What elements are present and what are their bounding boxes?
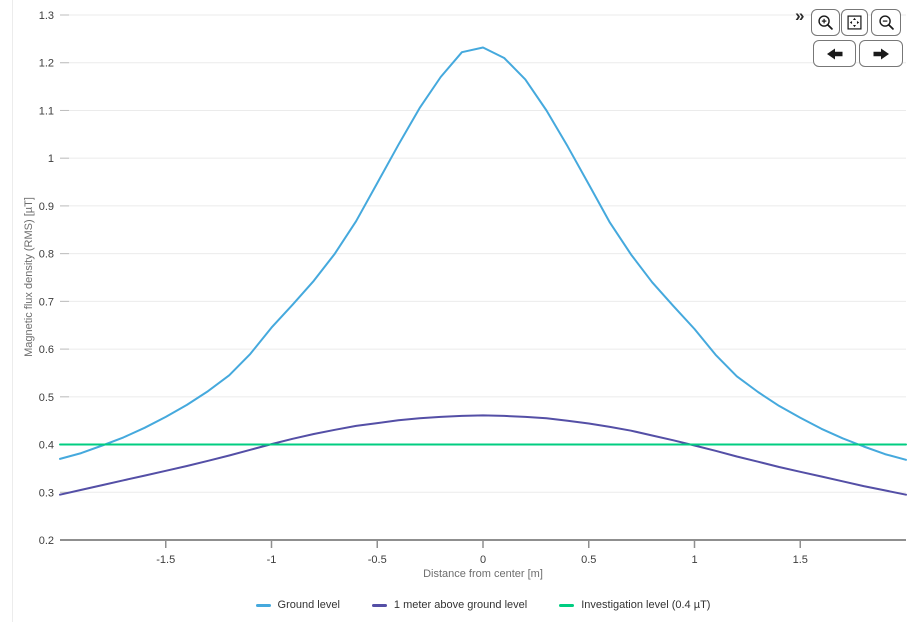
zoom-in-button[interactable] <box>811 9 840 36</box>
x-tick-label: 0 <box>480 554 486 566</box>
legend-swatch-above <box>371 603 387 607</box>
y-tick-label: 0.5 <box>39 392 54 404</box>
panel-left-border <box>12 0 13 622</box>
series-line-above <box>59 414 907 496</box>
x-tick-label: 1.5 <box>793 554 808 566</box>
arrow-left-icon <box>826 48 842 59</box>
legend-swatch-ground <box>255 603 271 607</box>
y-tick-label: 1 <box>48 153 54 165</box>
legend-label-ground: Ground level <box>277 599 340 611</box>
y-tick-label: 1.3 <box>39 10 54 22</box>
zoom-out-button[interactable] <box>871 9 901 36</box>
y-tick-label: 1.2 <box>39 58 54 70</box>
y-tick-label: 0.9 <box>39 201 54 213</box>
legend-label-investigation: Investigation level (0.4 µT) <box>581 599 711 611</box>
y-tick-label: 0.4 <box>39 440 54 452</box>
chart-legend: Ground level 1 meter above ground level In… <box>60 595 906 615</box>
x-tick-label: 1 <box>691 554 697 566</box>
y-tick-label: 0.8 <box>39 249 54 261</box>
zoom-extents-button[interactable] <box>841 9 868 36</box>
legend-item-investigation[interactable]: Investigation level (0.4 µT) <box>559 599 710 611</box>
y-tick-label: 0.6 <box>39 344 54 356</box>
magnifier-minus-icon <box>878 15 894 30</box>
pan-left-button[interactable] <box>813 40 856 67</box>
y-tick-label: 1.1 <box>39 105 54 117</box>
y-tick-label: 0.2 <box>39 535 54 547</box>
toolbar-expander-icon[interactable]: » <box>795 6 805 25</box>
y-axis-label: Magnetic flux density (RMS) [µT] <box>23 197 35 357</box>
x-axis-label: Distance from center [m] <box>423 568 543 580</box>
legend-item-ground[interactable]: Ground level <box>255 599 340 611</box>
legend-item-above[interactable]: 1 meter above ground level <box>371 599 528 611</box>
legend-label-above: 1 meter above ground level <box>393 599 528 611</box>
arrow-right-icon <box>873 48 889 59</box>
x-tick-label: -1.5 <box>156 554 175 566</box>
y-tick-label: 0.7 <box>39 296 54 308</box>
x-tick-label: -0.5 <box>368 554 387 566</box>
series-line-ground <box>59 46 907 461</box>
legend-swatch-investigation <box>559 603 575 607</box>
magnifier-plus-icon <box>818 15 833 30</box>
x-tick-label: -1 <box>267 554 277 566</box>
square-arrows-out-icon <box>847 15 862 30</box>
x-tick-label: 0.5 <box>581 554 596 566</box>
pan-right-button[interactable] <box>859 40 903 67</box>
y-tick-label: 0.3 <box>39 487 54 499</box>
